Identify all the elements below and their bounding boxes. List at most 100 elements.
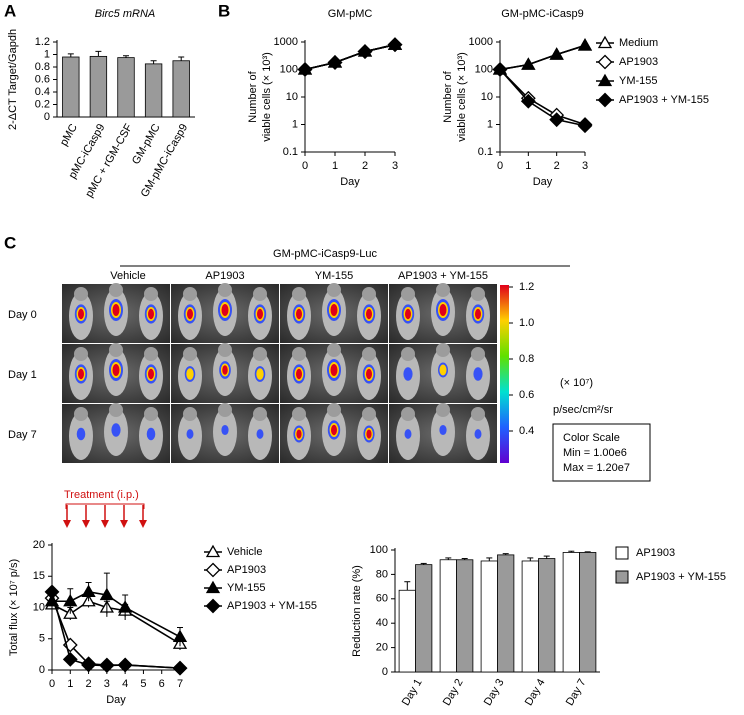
legend-marker	[205, 544, 221, 558]
mouse-head	[183, 347, 197, 361]
bar	[415, 564, 433, 673]
bar	[172, 60, 190, 118]
point	[44, 584, 60, 600]
y-axis-label: viable cells (× 10³)	[261, 52, 273, 142]
point	[172, 629, 188, 643]
panel-label: B	[218, 1, 230, 20]
color-tick-label: 0.4	[519, 425, 534, 437]
y-tick-label: 0	[39, 664, 45, 676]
panel-label: A	[4, 1, 16, 20]
y-axis-label: Number of	[247, 70, 259, 122]
legend-marker	[205, 562, 221, 578]
signal	[256, 429, 264, 439]
point	[387, 37, 403, 53]
series-line	[51, 591, 181, 669]
bar	[89, 55, 108, 118]
treatment-arrowhead	[101, 520, 109, 528]
legend-marker	[597, 92, 613, 108]
legend-label: AP1903	[636, 547, 675, 559]
color-scale-box	[552, 423, 651, 482]
y-tick-label: 100	[280, 63, 298, 75]
y-tick-label: 80	[376, 568, 388, 580]
y-tick-label: 1.2	[35, 36, 50, 48]
treatment-arrowhead	[139, 520, 147, 528]
mouse-head	[292, 287, 306, 301]
bar	[117, 57, 135, 118]
legend-label: AP1903 + YM-155	[619, 94, 709, 106]
group-label: AP1903	[205, 270, 244, 282]
mouse-head	[362, 287, 376, 301]
x-tick-label: Day 2	[441, 677, 466, 708]
treatment-arrowhead	[120, 520, 128, 528]
row-label: Day 0	[8, 309, 37, 321]
signal	[474, 429, 482, 439]
y-tick-label: 0.2	[35, 98, 50, 110]
signal	[112, 364, 120, 376]
y-tick-label: 40	[376, 617, 388, 629]
signal	[221, 304, 229, 316]
mouse-head	[109, 283, 123, 297]
y-tick-label: 10	[33, 601, 45, 613]
y-tick-label: 100	[475, 63, 493, 75]
chart-title: GM-pMC	[328, 8, 373, 20]
signal	[111, 423, 121, 437]
color-tick-label: 1.0	[519, 317, 534, 329]
series-line	[499, 44, 586, 71]
y-tick-label: 20	[33, 539, 45, 551]
box-text: Min = 1.00e6	[563, 447, 627, 459]
y-tick-label: 60	[376, 593, 388, 605]
x-tick-label: 0	[497, 160, 503, 172]
mouse-head	[253, 287, 267, 301]
x-tick-label: 4	[122, 678, 128, 690]
x-tick-label: 2	[362, 160, 368, 172]
series-line	[499, 68, 586, 126]
mouse-head	[471, 347, 485, 361]
mouse-head	[327, 343, 341, 357]
bar	[538, 558, 556, 673]
row-label: Day 7	[8, 429, 37, 441]
x-tick-label: Day 1	[400, 677, 425, 708]
y-tick-label: 10	[286, 91, 298, 103]
y-tick-label: 1000	[469, 36, 493, 48]
color-tick-label: 0.8	[519, 353, 534, 365]
signal	[439, 304, 447, 316]
group-label: AP1903 + YM-155	[398, 270, 488, 282]
scale-unit: (× 10⁷)	[560, 377, 593, 389]
signal	[296, 429, 302, 439]
y-tick-label: 0.8	[35, 61, 50, 73]
mouse-head	[144, 407, 158, 421]
legend-marker	[597, 35, 613, 49]
point	[577, 118, 593, 134]
x-tick-label: Day 4	[523, 677, 548, 708]
scale-units: p/sec/cm²/sr	[553, 404, 613, 416]
x-tick-label: Day 7	[564, 677, 589, 708]
signal	[366, 308, 372, 320]
x-tick-label: 3	[104, 678, 110, 690]
mouse-head	[401, 407, 415, 421]
legend-label: Vehicle	[227, 546, 262, 558]
x-tick-label: Day 3	[482, 677, 507, 708]
signal	[148, 368, 154, 380]
mouse-head	[362, 407, 376, 421]
y-axis-label: Total flux (× 10⁷ p/s)	[8, 559, 20, 656]
point	[81, 657, 96, 673]
y-tick-label: 0	[382, 666, 388, 678]
mouse-head	[218, 403, 232, 417]
y-tick-label: 15	[33, 570, 45, 582]
y-axis-label: Number of	[442, 70, 454, 122]
signal	[221, 424, 229, 436]
signal	[405, 308, 411, 320]
y-tick-label: 1000	[274, 36, 298, 48]
x-tick-label: 0	[49, 678, 55, 690]
mouse-head	[109, 343, 123, 357]
signal	[473, 367, 483, 381]
signal	[112, 304, 120, 316]
treatment-bracket	[65, 503, 145, 509]
y-tick-label: 0.1	[283, 146, 298, 158]
y-axis-label: 2-ΔCT Target/Gapdh	[7, 29, 19, 130]
bar	[480, 560, 498, 673]
point	[99, 658, 115, 674]
mouse-head	[144, 347, 158, 361]
mouse-head	[327, 283, 341, 297]
